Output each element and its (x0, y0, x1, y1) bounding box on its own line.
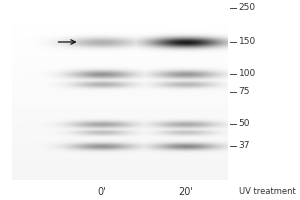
Text: UV treatment: UV treatment (238, 188, 296, 196)
Text: 0': 0' (98, 187, 106, 197)
Text: 37: 37 (238, 142, 250, 150)
Text: 20': 20' (178, 187, 194, 197)
Bar (12, 6, 228, 180)
Text: 75: 75 (238, 88, 250, 97)
Text: 100: 100 (238, 70, 256, 78)
Text: 250: 250 (238, 3, 256, 12)
Text: 50: 50 (238, 119, 250, 129)
Text: 150: 150 (238, 38, 256, 46)
